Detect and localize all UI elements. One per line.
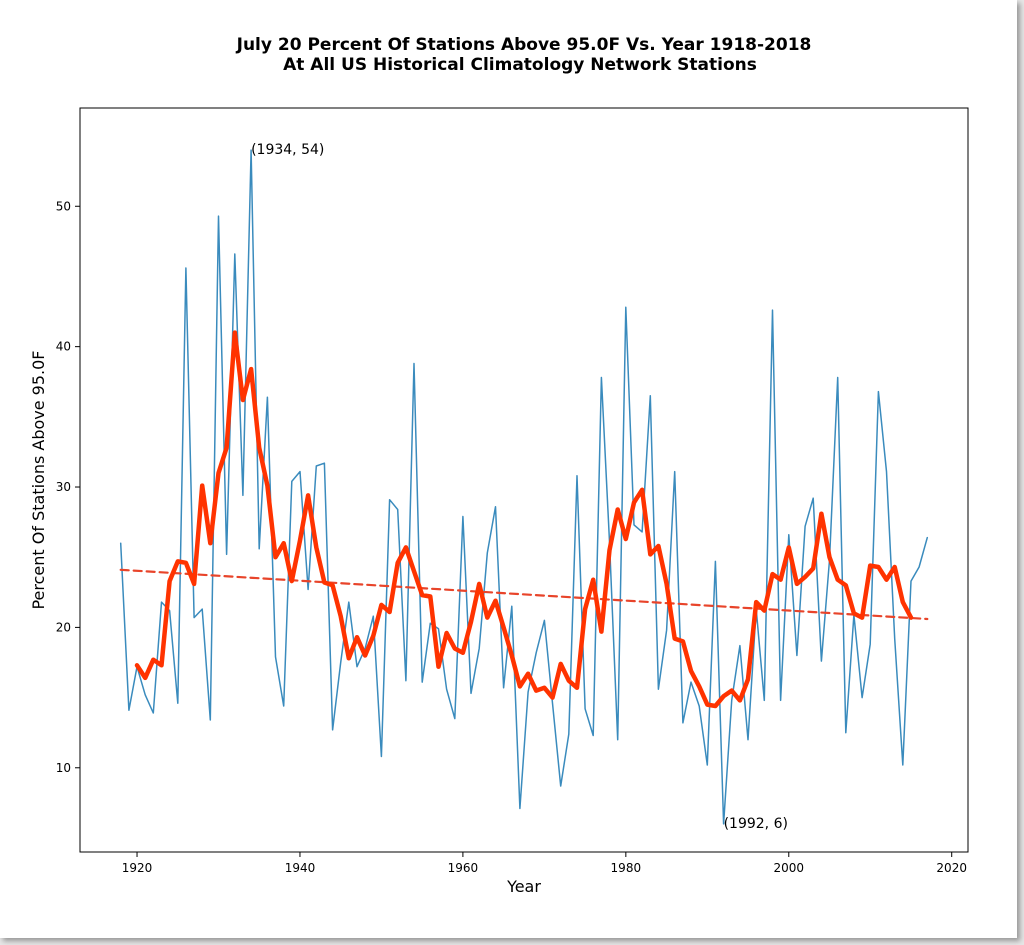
- chart-subtitle: At All US Historical Climatology Network…: [283, 55, 757, 75]
- y-tick-label: 10: [56, 761, 71, 775]
- data-annotation: (1934, 54): [251, 142, 324, 158]
- trend-line: [119, 568, 929, 621]
- x-tick-label: 1980: [611, 861, 642, 875]
- plot-area-border: [79, 107, 969, 853]
- y-tick-label: 40: [56, 340, 71, 354]
- plot-layer: [119, 149, 929, 825]
- x-tick-label: 1920: [122, 861, 153, 875]
- tick-layer: 1920 1940 1960 1980 2000 2020 10 20 30 40 50 (1934,…: [56, 142, 967, 875]
- y-tick-label: 50: [56, 199, 71, 213]
- x-axis-label: Year: [506, 877, 541, 896]
- smoothed-series-line: [134, 330, 914, 709]
- y-axis-label: Percent Of Stations Above 95.0F: [29, 350, 48, 609]
- chart-title: July 20 Percent Of Stations Above 95.0F …: [236, 35, 812, 55]
- raw-series-line: [119, 149, 929, 825]
- y-tick-label: 30: [56, 480, 71, 494]
- y-tick-label: 20: [56, 620, 71, 634]
- x-tick-label: 2020: [936, 861, 967, 875]
- x-tick-label: 1940: [285, 861, 316, 875]
- data-annotation: (1992, 6): [724, 816, 788, 832]
- x-tick-label: 2000: [773, 861, 804, 875]
- x-tick-label: 1960: [448, 861, 479, 875]
